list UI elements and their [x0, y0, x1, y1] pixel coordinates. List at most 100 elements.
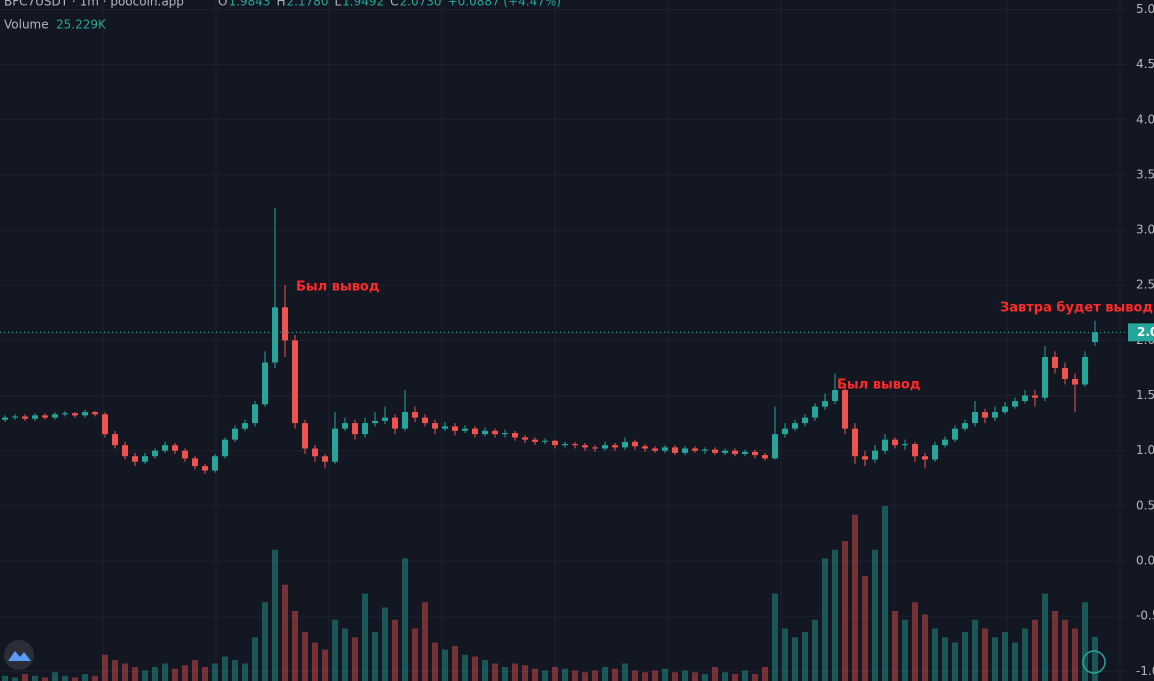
candle-body [792, 423, 798, 429]
candle-body [572, 444, 578, 446]
volume-bar [332, 619, 338, 681]
volume-bar [1022, 628, 1028, 681]
volume-bar [132, 667, 138, 681]
volume-bar [1002, 632, 1008, 681]
volume-bar [992, 637, 998, 681]
candle-body [22, 416, 28, 419]
candle-body [352, 423, 358, 435]
volume-bar [752, 674, 758, 681]
change: +0.0887 (+4.47%) [448, 0, 561, 9]
candle-body [512, 433, 518, 438]
volume-bar [532, 668, 538, 681]
candle-body [552, 440, 558, 446]
volume-bar [922, 614, 928, 681]
price-tag-label: 2.0730 [1137, 325, 1154, 339]
symbol: BFC7USDT · 1m · poocoin.app [4, 0, 184, 9]
y-tick-label: 4.0 [1136, 112, 1154, 126]
volume-bar [542, 670, 548, 681]
volume-bar [372, 632, 378, 681]
volume-bar [302, 632, 308, 681]
candle-body [272, 307, 278, 363]
candle-body [502, 433, 508, 435]
candle-body [682, 448, 688, 453]
ohlc-key: O [218, 0, 227, 9]
candle-body [442, 426, 448, 429]
volume-bar [32, 675, 38, 681]
volume-bar [322, 649, 328, 681]
candles [2, 208, 1098, 474]
candle-body [722, 450, 728, 453]
volume-bar [422, 602, 428, 681]
volume-bar [352, 637, 358, 681]
volume-label: Volume [4, 18, 49, 32]
volume-bar [512, 663, 518, 681]
volume-bar [432, 642, 438, 681]
volume-bar [732, 674, 738, 681]
ohlc-legend: O 1.9843 H 2.1780 L 1.9492 C 2.0730 +0.0887 (+4.… [218, 0, 561, 9]
volume-bar [832, 549, 838, 681]
volume-bar [852, 514, 858, 681]
buy-button[interactable] [1082, 650, 1106, 674]
candle-body [302, 423, 308, 449]
candle-body [632, 441, 638, 447]
candle-body [1062, 367, 1068, 379]
y-tick-label: 3.0 [1136, 223, 1154, 237]
volume-bar [942, 637, 948, 681]
volume-bar [442, 649, 448, 681]
candle-body [692, 448, 698, 451]
volume-bar [452, 646, 458, 681]
volume-bar [82, 674, 88, 681]
candle-body [922, 456, 928, 460]
volume-bar [682, 670, 688, 681]
candle-body [112, 434, 118, 446]
ohlc-key: L [334, 0, 341, 9]
volume-bar [12, 677, 18, 681]
candle-body [32, 415, 38, 419]
ohlc-key: C [390, 0, 398, 9]
volume-bar [762, 667, 768, 681]
volume-bar [672, 672, 678, 681]
y-tick-label: -1.0 [1136, 664, 1154, 678]
volume-bar [1042, 593, 1048, 681]
volume-bar [22, 674, 28, 681]
volume-bar [412, 628, 418, 681]
candle-body [962, 423, 968, 429]
volume-bar [252, 637, 258, 681]
candle-body [522, 437, 528, 440]
candle-body [432, 423, 438, 429]
volume-bar [602, 667, 608, 681]
candle-body [562, 444, 568, 446]
candle-body [212, 456, 218, 471]
logo[interactable] [4, 640, 34, 670]
volume-bar [492, 663, 498, 681]
candle-body [152, 450, 158, 457]
candle-body [462, 428, 468, 431]
candle-body [1092, 332, 1098, 343]
candle-body [822, 401, 828, 407]
candle-body [812, 406, 818, 418]
candle-body [202, 466, 208, 471]
candle-body [332, 428, 338, 462]
candle-body [752, 451, 758, 456]
candle-body [292, 340, 298, 424]
candle-body [192, 458, 198, 467]
volume-bar [572, 670, 578, 681]
candle-body [622, 441, 628, 448]
candle-body [472, 428, 478, 435]
candle-body [762, 455, 768, 459]
candle-body [482, 430, 488, 435]
volume-bar [1052, 611, 1058, 681]
volume-bar [862, 576, 868, 681]
volume-bar [912, 602, 918, 681]
volume-bar [42, 677, 48, 681]
volume-bar [892, 611, 898, 681]
candle-body [532, 439, 538, 442]
y-tick-label: 3.5 [1136, 167, 1154, 181]
volume-bar [812, 619, 818, 681]
volume-bar [1062, 619, 1068, 681]
volume-bar [482, 660, 488, 681]
volume-bar [822, 558, 828, 681]
candle-body [372, 420, 378, 424]
candle-body [602, 445, 608, 449]
volume-bar [62, 675, 68, 681]
